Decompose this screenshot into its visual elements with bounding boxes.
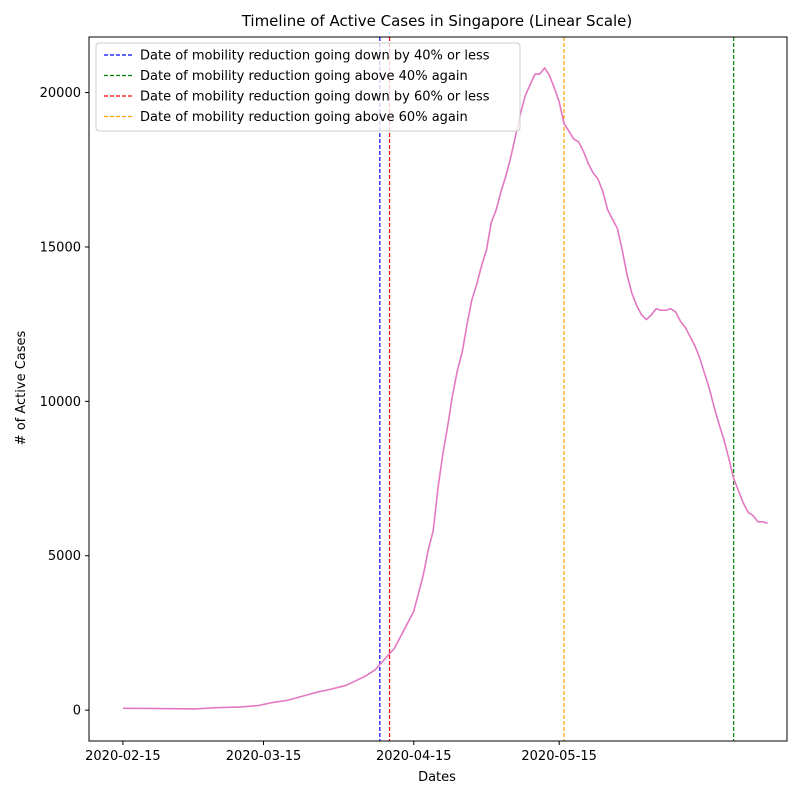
series-line-0 xyxy=(122,67,768,710)
reference-lines xyxy=(379,37,735,741)
x-tick-label-3: 2020-05-15 xyxy=(521,749,597,764)
legend-entry-3: Date of mobility reduction going above 6… xyxy=(140,110,468,125)
x-tick-label-1: 2020-03-15 xyxy=(226,749,302,764)
y-tick-label-2: 10000 xyxy=(40,395,81,410)
chart-title: Timeline of Active Cases in Singapore (L… xyxy=(241,12,633,30)
x-axis: 2020-02-15 2020-03-15 2020-04-15 2020-05-15 xyxy=(85,741,597,764)
series-group xyxy=(122,67,768,710)
y-tick-label-4: 20000 xyxy=(40,86,81,101)
y-tick-label-3: 15000 xyxy=(40,240,81,255)
y-axis: 0 5000 10000 15000 20000 xyxy=(40,86,89,719)
y-tick-label-0: 0 xyxy=(73,704,81,719)
legend: Date of mobility reduction going down by… xyxy=(95,42,521,132)
x-axis-label: Dates xyxy=(418,770,456,785)
y-tick-label-1: 5000 xyxy=(48,549,81,564)
y-axis-label: # of Active Cases xyxy=(14,330,29,445)
plot-frame xyxy=(88,36,788,742)
x-tick-label-0: 2020-02-15 xyxy=(85,749,161,764)
x-tick-label-2: 2020-04-15 xyxy=(376,749,452,764)
legend-entry-1: Date of mobility reduction going above 4… xyxy=(140,69,468,84)
legend-entry-2: Date of mobility reduction going down by… xyxy=(140,90,490,105)
legend-entry-0: Date of mobility reduction going down by… xyxy=(140,49,490,64)
legend-box xyxy=(95,42,521,132)
